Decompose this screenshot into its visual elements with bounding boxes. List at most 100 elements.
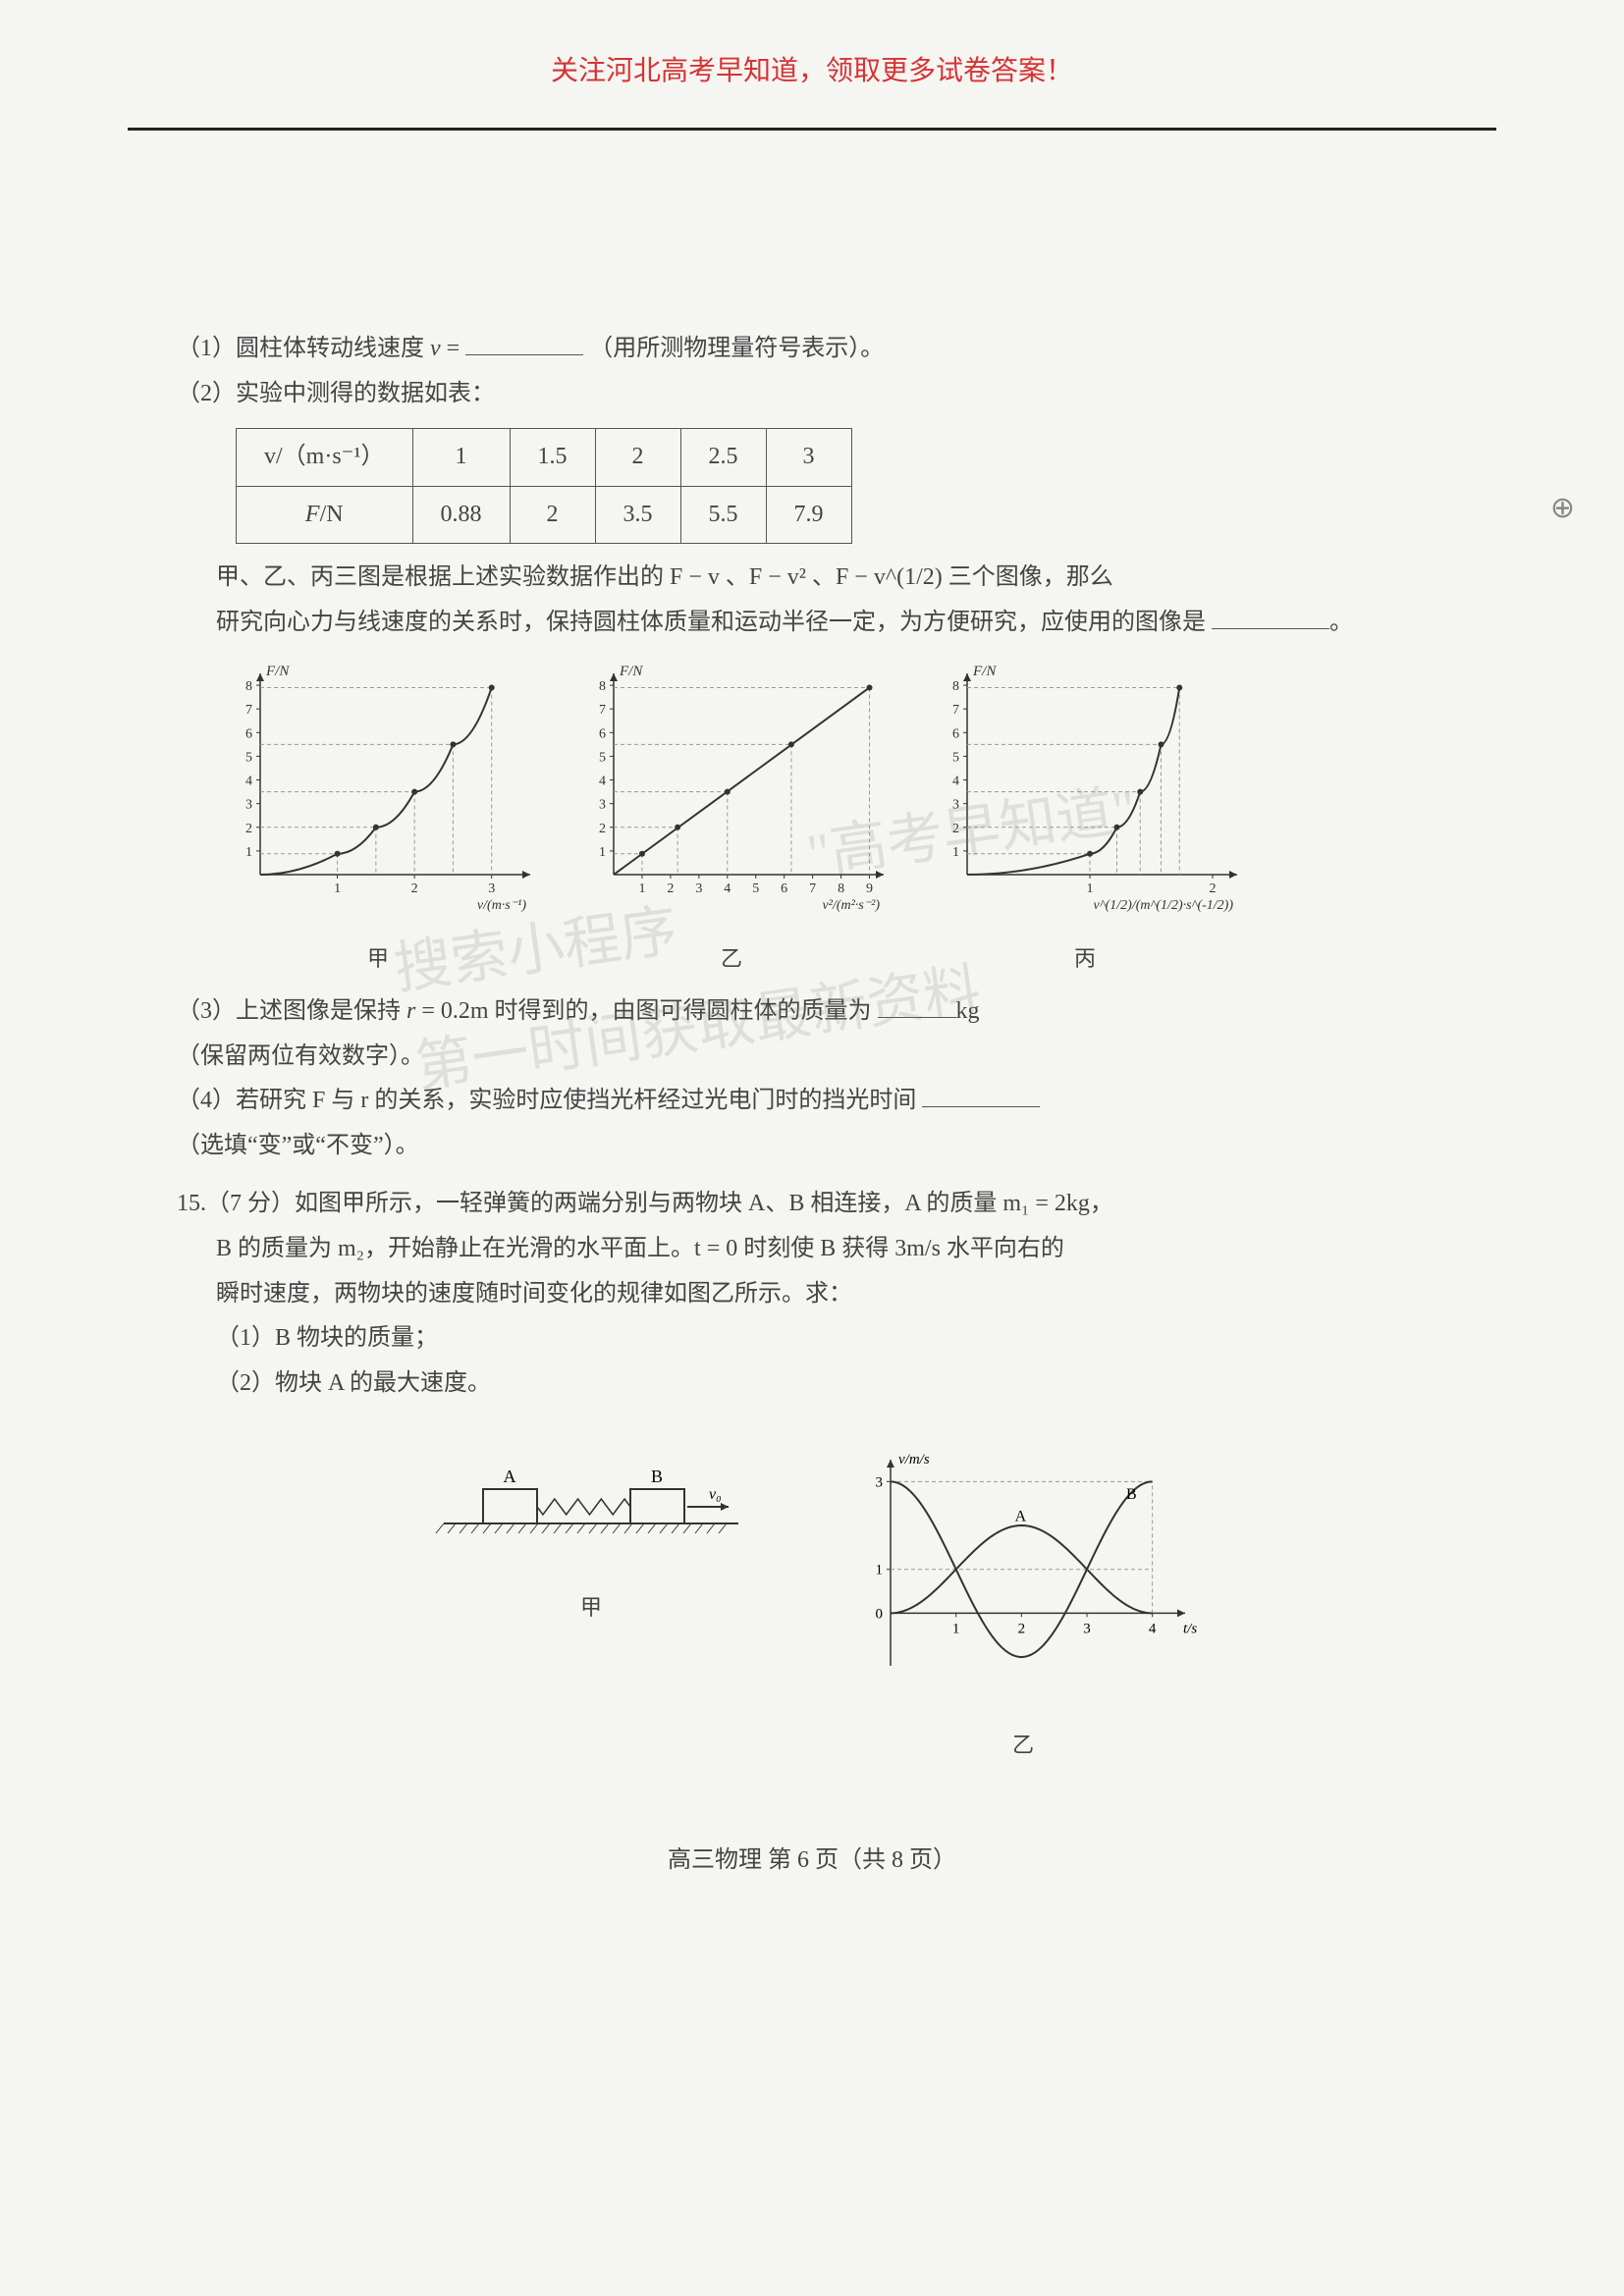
svg-text:B: B (1126, 1487, 1137, 1504)
svg-text:1: 1 (245, 844, 252, 859)
svg-text:6: 6 (781, 881, 787, 896)
vt-svg: 0131234ABv/m/st/s (846, 1445, 1200, 1700)
svg-text:1: 1 (876, 1563, 884, 1578)
q15-stem-b: B 的质量为 m₂，开始静止在光滑的水平面上。t = 0 时刻使 B 获得 3m… (216, 1227, 1447, 1272)
divider (128, 128, 1496, 131)
q15-sub1: （1）B 物块的质量； (216, 1316, 1447, 1362)
q-part-4b: （选填“变”或“不变”）。 (177, 1124, 1447, 1169)
svg-text:1: 1 (599, 844, 606, 859)
q15-figures: ABv₀ 甲 0131234ABv/m/st/s 乙 (177, 1445, 1447, 1765)
fig-caption: 甲 (424, 1587, 758, 1629)
svg-text:v²/(m²·s⁻²): v²/(m²·s⁻²) (823, 898, 881, 913)
text: （1）圆柱体转动线速度 (177, 336, 430, 361)
svg-text:9: 9 (866, 881, 873, 896)
row-header: v/（m·s⁻¹） (237, 429, 413, 487)
chart-bing: 1234567812F/Nv^(1/2)/(m^(1/2)·s^(-1/2)) … (923, 664, 1247, 980)
spring-figure: A Bv₀ 甲 (424, 1445, 758, 1765)
spring-svg: A Bv₀ (424, 1445, 758, 1563)
cell: 2 (510, 486, 595, 544)
svg-text:4: 4 (724, 881, 731, 896)
cell: 1.5 (510, 429, 595, 487)
content-area: （1）圆柱体转动线速度 v = （用所测物理量符号表示）。 （2）实验中测得的数… (177, 327, 1447, 1766)
cell: 5.5 (680, 486, 766, 544)
chart-caption: 甲 (216, 938, 540, 980)
svg-text:A: A (504, 1467, 516, 1486)
page-footer: 高三物理 第 6 页（共 8 页） (0, 1840, 1624, 1874)
svg-text:1: 1 (334, 881, 341, 896)
svg-text:4: 4 (599, 774, 606, 788)
q-part-1: （1）圆柱体转动线速度 v = （用所测物理量符号表示）。 (177, 327, 1447, 372)
q15-stem-c: 瞬时速度，两物块的速度随时间变化的规律如图乙所示。求： (216, 1272, 1447, 1317)
text: = (441, 336, 466, 361)
svg-text:1: 1 (1087, 881, 1094, 896)
svg-text:3: 3 (245, 797, 252, 812)
svg-text:2: 2 (1018, 1622, 1026, 1637)
svg-text:7: 7 (599, 703, 606, 718)
page-header: 关注河北高考早知道，领取更多试卷答案！ (0, 0, 1624, 88)
svg-text:3: 3 (876, 1475, 884, 1491)
svg-text:8: 8 (245, 679, 252, 694)
cell: 2.5 (680, 429, 766, 487)
cell: 2 (595, 429, 680, 487)
cell: 1 (412, 429, 510, 487)
svg-text:5: 5 (752, 881, 759, 896)
svg-text:A: A (1015, 1509, 1027, 1525)
q15-sub2: （2）物块 A 的最大速度。 (216, 1362, 1447, 1407)
q-part-3b: （保留两位有效数字）。 (177, 1035, 1447, 1080)
blank-3 (878, 989, 956, 1018)
svg-text:1: 1 (952, 1622, 960, 1637)
chart-caption: 乙 (569, 938, 893, 980)
q-part-3: （3）上述图像是保持 r = 0.2m 时得到的，由图可得圆柱体的质量为 kg (177, 989, 1447, 1035)
blank-4 (922, 1079, 1040, 1107)
svg-text:5: 5 (245, 750, 252, 765)
text: （用所测物理量符号表示）。 (589, 336, 884, 361)
text: 研究向心力与线速度的关系时，保持圆柱体质量和运动半径一定，为方便研究，应使用的图… (216, 610, 1212, 635)
text: 。 (1329, 610, 1353, 635)
chart-svg-jia: 12345678123F/Nv/(m·s⁻¹) (216, 664, 540, 919)
svg-text:8: 8 (838, 881, 844, 896)
q-part-2: （2）实验中测得的数据如表： (177, 372, 1447, 417)
svg-text:v^(1/2)/(m^(1/2)·s^(-1/2)): v^(1/2)/(m^(1/2)·s^(-1/2)) (1093, 898, 1233, 913)
unit: kg (956, 998, 980, 1024)
q15-stem-a: 15.（7 分）如图甲所示，一轻弹簧的两端分别与两物块 A、B 相连接，A 的质… (177, 1182, 1447, 1227)
svg-text:1: 1 (952, 844, 959, 859)
svg-text:3: 3 (952, 797, 959, 812)
vt-graph: 0131234ABv/m/st/s 乙 (846, 1445, 1200, 1765)
svg-text:v/m/s: v/m/s (898, 1452, 930, 1468)
blank-2 (1212, 601, 1329, 629)
svg-text:7: 7 (245, 703, 252, 718)
svg-text:3: 3 (1083, 1622, 1091, 1637)
svg-text:6: 6 (952, 726, 959, 741)
svg-text:F/N: F/N (265, 664, 290, 679)
svg-text:B: B (651, 1467, 663, 1486)
svg-text:v₀: v₀ (709, 1486, 722, 1503)
cell: 3 (766, 429, 851, 487)
svg-text:6: 6 (599, 726, 606, 741)
svg-text:2: 2 (1210, 881, 1217, 896)
row-header: F/N (237, 486, 413, 544)
q-part-4: （4）若研究 F 与 r 的关系，实验时应使挡光杆经过光电门时的挡光时间 (177, 1079, 1447, 1124)
cell: 3.5 (595, 486, 680, 544)
svg-text:3: 3 (599, 797, 606, 812)
data-table: v/（m·s⁻¹） 1 1.5 2 2.5 3 F/N 0.88 2 3.5 5… (236, 428, 852, 544)
chart-svg-bing: 1234567812F/Nv^(1/2)/(m^(1/2)·s^(-1/2)) (923, 664, 1247, 919)
svg-text:4: 4 (952, 774, 959, 788)
text-after-table-2: 研究向心力与线速度的关系时，保持圆柱体质量和运动半径一定，为方便研究，应使用的图… (216, 601, 1447, 646)
svg-text:1: 1 (638, 881, 645, 896)
svg-text:2: 2 (245, 821, 252, 835)
svg-text:t/s: t/s (1183, 1622, 1197, 1637)
svg-text:2: 2 (599, 821, 606, 835)
svg-text:2: 2 (952, 821, 959, 835)
chart-jia: 12345678123F/Nv/(m·s⁻¹) 甲 (216, 664, 540, 980)
table-row: v/（m·s⁻¹） 1 1.5 2 2.5 3 (237, 429, 852, 487)
chart-yi: 12345678123456789F/Nv²/(m²·s⁻²) 乙 (569, 664, 893, 980)
svg-text:8: 8 (952, 679, 959, 694)
text: （4）若研究 F 与 r 的关系，实验时应使挡光杆经过光电门时的挡光时间 (177, 1088, 922, 1113)
svg-text:2: 2 (667, 881, 674, 896)
svg-text:3: 3 (488, 881, 495, 896)
svg-text:0: 0 (876, 1607, 884, 1623)
fig-caption: 乙 (846, 1725, 1200, 1766)
svg-text:8: 8 (599, 679, 606, 694)
text: = 0.2m 时得到的，由图可得圆柱体的质量为 (415, 998, 877, 1024)
svg-text:F/N: F/N (972, 664, 997, 679)
